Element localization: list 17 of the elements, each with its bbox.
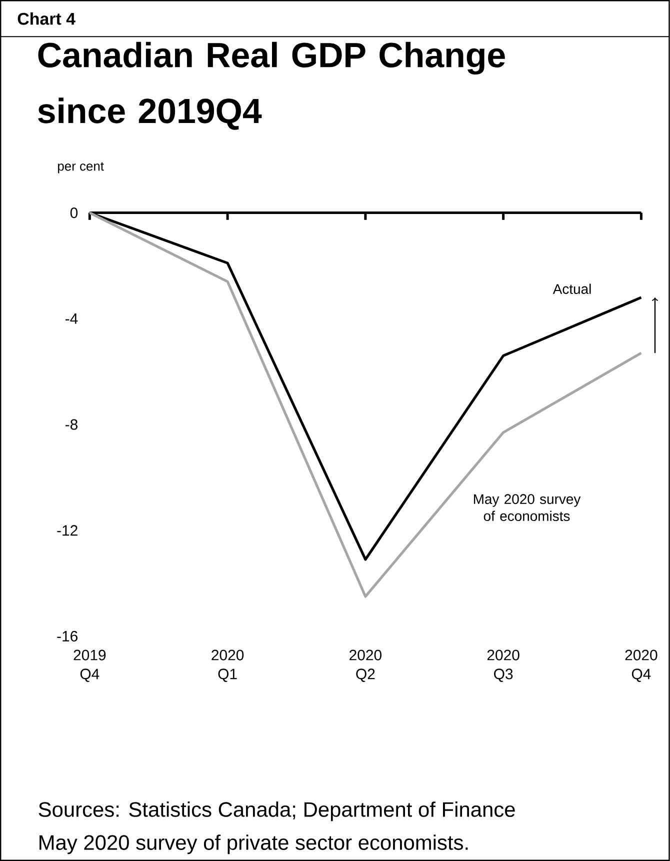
series-label: Actual: [552, 284, 591, 294]
y-tick-label: 0: [70, 208, 78, 218]
x-tick-label: 2019 Q4: [74, 650, 106, 682]
y-axis-title: per cent: [58, 162, 104, 174]
y-tick-label: -16: [57, 630, 78, 642]
y-tick-label: -8: [66, 419, 78, 430]
y-tick-label: -4: [66, 314, 78, 324]
caption: Chart 4: [18, 12, 76, 25]
series-label: May 2020 survey of economists: [474, 494, 581, 522]
x-tick-label: 2020 Q2: [350, 650, 382, 682]
x-tick-label: 2020 Q3: [488, 650, 520, 682]
x-tick-label: 2020 Q1: [212, 650, 244, 682]
text: May 2020 survey of private sector economists.: [40, 834, 468, 854]
x-tick-label: 2020 Q4: [625, 650, 658, 682]
y-tick-label: -12: [57, 525, 78, 536]
source-note: Sources: Statistics Canada; Department of Finance: [38, 802, 515, 822]
chart-title: Canadian Real GDP Change since 2019Q4: [38, 42, 506, 130]
